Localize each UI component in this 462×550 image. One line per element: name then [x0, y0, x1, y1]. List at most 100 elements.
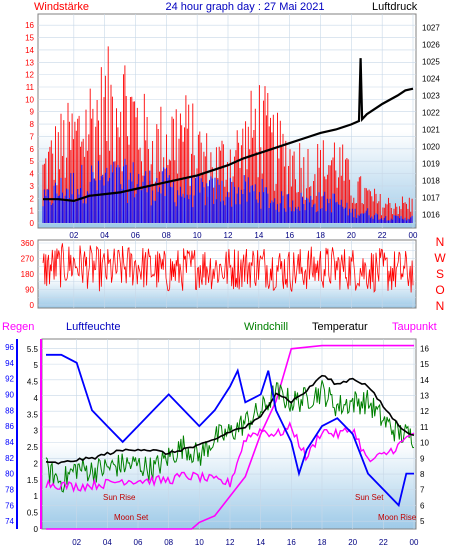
- pressure-tick-label: 1022: [422, 109, 440, 118]
- humidity-series: [46, 353, 414, 508]
- direction-tick-label: 90: [25, 286, 34, 295]
- direction-tick-labels: 0 90 180 270 360: [21, 239, 35, 310]
- time-tick-label: 10: [195, 538, 204, 547]
- direction-tick-label: 270: [21, 255, 35, 264]
- rain-tick-label: 3.5: [27, 410, 39, 419]
- time-tick-label: 08: [164, 538, 173, 547]
- humidity-tick-label: 78: [5, 485, 14, 494]
- panel-temp-humidity-x-labels: 02 04 06 08 10 12 14 16 18 20 22 00: [72, 538, 419, 547]
- sun-set-label: Sun Set: [355, 493, 384, 502]
- direction-tick-label: 180: [21, 270, 35, 279]
- humidity-tick-label: 74: [5, 517, 14, 526]
- time-tick-label: 18: [318, 538, 327, 547]
- rain-tick-labels: 0 0.5 1 1.5 2 2.5 3 3.5 4 4.5 5 5.5: [27, 345, 39, 534]
- rain-tick-label: 4: [34, 394, 39, 403]
- temperature-tick-label: 11: [420, 423, 429, 432]
- wind-tick-label: 4: [30, 170, 35, 179]
- panel-temp-humidity-grid: [16, 339, 416, 529]
- panel-wind-direction-series: [42, 243, 414, 293]
- legend-regen: Regen: [2, 321, 34, 333]
- direction-compass-label: S: [436, 267, 444, 281]
- time-tick-label: 16: [287, 538, 296, 547]
- temperature-tick-label: 5: [420, 517, 425, 526]
- rain-tick-label: 0: [34, 525, 39, 534]
- direction-compass-label: O: [435, 283, 444, 297]
- time-tick-label: 04: [100, 231, 109, 240]
- panel-temp-humidity-series: [45, 344, 415, 530]
- time-tick-label: 20: [348, 538, 357, 547]
- direction-tick-label: 360: [21, 239, 35, 248]
- rain-tick-label: 5.5: [27, 345, 39, 354]
- time-tick-label: 06: [134, 538, 143, 547]
- direction-compass-label: N: [436, 299, 445, 313]
- direction-tick-label: 0: [30, 301, 35, 310]
- wind-tick-label: 15: [25, 34, 34, 43]
- wind-tick-label: 5: [30, 157, 35, 166]
- humidity-tick-label: 90: [5, 390, 14, 399]
- humidity-tick-label: 96: [5, 343, 14, 352]
- rain-tick-label: 1.5: [27, 476, 39, 485]
- time-tick-label: 12: [226, 538, 235, 547]
- temperature-tick-label: 13: [420, 392, 429, 401]
- temperature-tick-label: 16: [420, 344, 429, 353]
- dewpoint-series: [45, 421, 415, 493]
- moon-set-label: Moon Set: [114, 513, 149, 522]
- wind-tick-label: 12: [25, 71, 34, 80]
- sun-rise-label: Sun Rise: [103, 493, 136, 502]
- direction-compass-label: W: [434, 251, 446, 265]
- time-tick-label: 14: [254, 231, 263, 240]
- pressure-tick-label: 1025: [422, 58, 440, 67]
- time-tick-label: 06: [131, 231, 140, 240]
- time-tick-label: 04: [103, 538, 112, 547]
- time-tick-label: 02: [69, 231, 78, 240]
- pressure-axis-title: Luftdruck: [372, 1, 418, 13]
- time-tick-label: 18: [316, 231, 325, 240]
- rain-tick-label: 4.5: [27, 378, 39, 387]
- pressure-tick-labels: 1016 1017 1018 1019 1020 1021 1022 1023 1024 1025…: [422, 24, 440, 220]
- humidity-tick-label: 88: [5, 406, 14, 415]
- moon-rise-label: Moon Rise: [378, 513, 417, 522]
- pressure-tick-label: 1019: [422, 160, 440, 169]
- time-tick-label: 08: [162, 231, 171, 240]
- pressure-tick-label: 1018: [422, 177, 440, 186]
- humidity-tick-label: 76: [5, 501, 14, 510]
- temperature-tick-label: 12: [420, 407, 429, 416]
- rain-series: [46, 344, 414, 530]
- humidity-tick-label: 84: [5, 438, 14, 447]
- pressure-tick-label: 1027: [422, 24, 440, 33]
- pressure-tick-label: 1026: [422, 41, 440, 50]
- rain-tick-label: 5: [34, 361, 39, 370]
- temperature-tick-label: 15: [420, 360, 429, 369]
- humidity-tick-label: 86: [5, 422, 14, 431]
- time-tick-label: 22: [378, 231, 387, 240]
- wind-axis-title: Windstärke: [34, 1, 89, 13]
- direction-compass-label: N: [436, 235, 445, 249]
- wind-tick-label: 9: [30, 108, 35, 117]
- legend-windchill: Windchill: [244, 321, 288, 333]
- humidity-tick-label: 82: [5, 454, 14, 463]
- wind-direction-series: [42, 243, 414, 293]
- humidity-tick-labels: 74 76 78 80 82 84 86 88 90 92 94 96: [5, 343, 14, 526]
- time-tick-label: 14: [256, 538, 265, 547]
- time-tick-label: 02: [72, 538, 81, 547]
- time-tick-label: 12: [224, 231, 233, 240]
- wind-tick-label: 1: [30, 207, 35, 216]
- chart-title: 24 hour graph day : 27 Mai 2021: [165, 1, 324, 13]
- rain-tick-label: 2: [34, 459, 39, 468]
- temperature-tick-labels: 5 6 7 8 9 10 11 12 13 14 15 16: [420, 344, 429, 526]
- wind-tick-label: 14: [25, 46, 34, 55]
- wind-tick-label: 3: [30, 182, 35, 191]
- pressure-tick-label: 1023: [422, 92, 440, 101]
- time-tick-label: 10: [193, 231, 202, 240]
- temperature-tick-label: 8: [420, 470, 425, 479]
- pressure-series: [43, 58, 414, 203]
- panel-wind-pressure-x-labels: 02 04 06 08 10 12 14 16 18 20 22 00: [69, 231, 418, 240]
- wind-tick-label: 13: [25, 58, 34, 67]
- rain-tick-label: 1: [34, 492, 39, 501]
- wind-tick-label: 2: [30, 194, 35, 203]
- pressure-tick-label: 1021: [422, 126, 440, 135]
- legend-taupunkt: Taupunkt: [392, 321, 437, 333]
- time-tick-label: 16: [285, 231, 294, 240]
